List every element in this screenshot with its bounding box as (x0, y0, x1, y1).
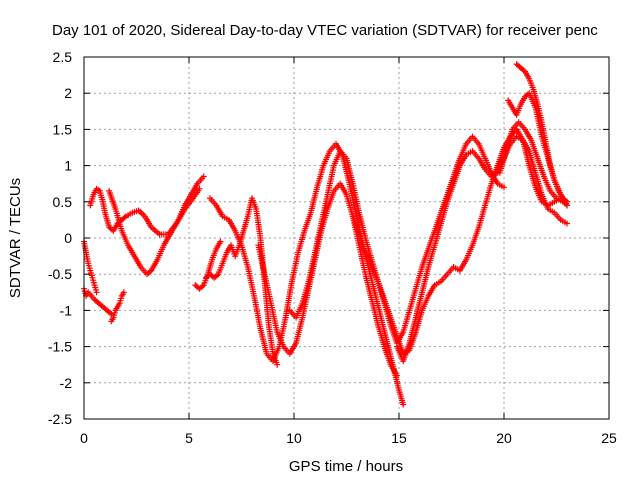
y-tick-label: 0 (64, 230, 72, 246)
x-axis-title: GPS time / hours (289, 458, 403, 475)
y-tick-label: -2 (60, 375, 73, 391)
y-tick-label: -1 (60, 302, 73, 318)
data-points (81, 61, 570, 408)
series-arc-3 (87, 185, 203, 238)
data-point (200, 173, 207, 180)
data-point (564, 198, 570, 205)
x-tick-label: 20 (496, 430, 512, 446)
y-tick-label: -1.5 (48, 339, 72, 355)
y-tick-label: 1 (64, 158, 72, 174)
series-arc-7 (202, 195, 281, 368)
series-arc-2 (81, 238, 100, 296)
series-arc-5 (108, 289, 127, 325)
data-point (93, 289, 100, 296)
data-point (108, 311, 115, 317)
y-tick-label: 2 (64, 85, 72, 101)
data-point (393, 372, 400, 379)
data-point (196, 185, 203, 192)
x-tick-label: 15 (391, 430, 407, 446)
data-point (564, 220, 570, 227)
y-tick-label: 1.5 (53, 121, 73, 137)
data-point (217, 238, 224, 245)
data-point (400, 401, 407, 408)
x-tick-label: 10 (286, 430, 302, 446)
data-point (120, 289, 127, 296)
x-tick-label: 25 (601, 430, 617, 446)
plot-frame (83, 56, 610, 420)
chart-title: Day 101 of 2020, Sidereal Day-to-day VTE… (52, 22, 598, 39)
y-tick-label: 0.5 (53, 194, 73, 210)
y-axis-title: SDTVAR / TECUs (7, 178, 24, 298)
data-point (274, 361, 281, 368)
x-axis: 0 5 10 15 20 25 (80, 57, 617, 446)
series-arc-13 (496, 119, 570, 205)
y-axis: -2.5 -2 -1.5 -1 -0.5 0 0.5 1 1.5 2 2.5 (48, 49, 609, 427)
y-tick-label: -0.5 (48, 266, 72, 282)
data-point (501, 184, 507, 191)
x-tick-label: 0 (80, 430, 88, 446)
series-arc-15 (513, 61, 570, 205)
series-arc-4 (106, 173, 207, 278)
y-tick-label: 2.5 (53, 49, 73, 65)
y-tick-label: -2.5 (48, 411, 72, 427)
grid-lines (84, 57, 609, 419)
series-arc-12 (393, 133, 570, 365)
x-tick-label: 5 (185, 430, 193, 446)
